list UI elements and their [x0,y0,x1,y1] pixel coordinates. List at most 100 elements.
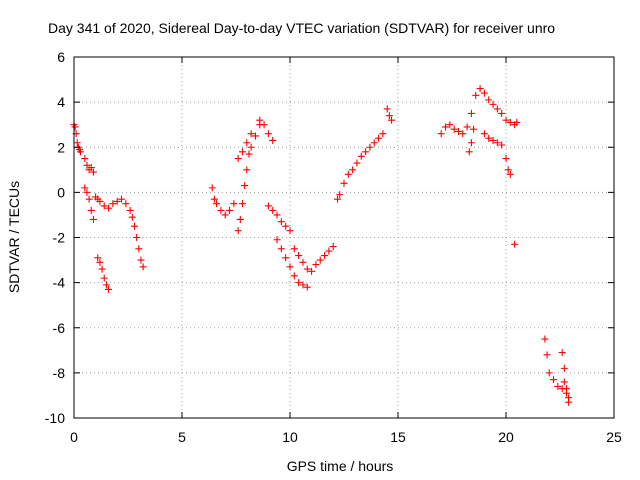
data-point [383,105,391,113]
data-point [316,256,324,264]
grid [74,57,614,418]
data-point [100,274,108,282]
data-points [70,85,573,406]
data-point [493,139,501,147]
data-point [269,206,277,214]
data-point [299,281,307,289]
data-point [446,121,454,129]
data-point [226,206,234,214]
data-point [463,123,471,131]
x-tick-label: 5 [178,429,186,445]
data-point [489,100,497,108]
data-point [465,148,473,156]
data-point [89,168,97,176]
data-point [264,130,272,138]
data-point [122,200,130,208]
data-point [137,256,145,264]
data-point [210,195,218,203]
data-point [238,148,246,156]
data-point [89,215,97,223]
data-point [344,170,352,178]
data-point [83,188,91,196]
data-point [543,351,551,359]
data-point [545,369,553,377]
data-point [450,125,458,133]
data-point [493,105,501,113]
data-point [217,206,225,214]
data-point [498,141,506,149]
data-point [264,202,272,210]
x-tick-label: 10 [282,429,298,445]
y-axis-label: SDTVAR / TECUs [6,181,22,293]
data-point [247,143,255,151]
data-point [502,116,510,124]
y-tick-label: 0 [57,184,65,200]
data-point [251,132,259,140]
data-point [349,166,357,174]
data-point [476,85,484,93]
data-point [139,263,147,271]
y-tick-label: -10 [45,410,65,426]
data-point [118,195,126,203]
x-tick-label: 20 [498,429,514,445]
data-point [109,200,117,208]
data-point [506,118,514,126]
data-point [133,234,141,241]
data-point [295,279,303,287]
data-point [513,118,521,126]
data-point [467,109,475,117]
data-point [295,252,303,260]
data-point [273,211,281,219]
data-point [312,261,320,269]
data-point [260,121,268,129]
data-point [558,349,566,357]
data-point [221,211,229,219]
x-tick-label: 0 [70,429,78,445]
data-point [87,164,95,172]
x-tick-label: 15 [390,429,406,445]
data-point [485,134,493,142]
data-point [442,123,450,131]
data-point [100,202,108,210]
data-point [238,200,246,208]
data-point [102,281,110,289]
data-point [325,247,333,255]
x-tick-label: 25 [606,429,622,445]
data-point [379,130,387,138]
data-point [243,139,251,147]
data-point [71,123,79,131]
data-point [385,112,393,120]
data-point [308,267,316,275]
data-point [357,152,365,160]
data-point [245,150,253,158]
data-point [113,197,121,205]
tick-labels: 0 5 10 15 20 25 -10 -8 -6 -4 -2 0 2 4 6 [45,49,622,445]
data-point [83,161,91,169]
data-point [541,335,549,343]
data-point [565,394,573,402]
data-point [234,155,242,163]
y-tick-label: -6 [53,320,66,336]
data-point [498,109,506,117]
data-point [329,243,337,251]
y-tick-label: 2 [57,139,65,155]
data-point [87,206,95,214]
data-point [277,218,285,226]
axis-ticks [73,56,615,419]
data-point [236,215,244,223]
data-point [502,155,510,163]
data-point [105,285,113,293]
data-point [273,236,281,244]
data-point [269,136,277,144]
data-point [485,96,493,104]
data-point [480,89,488,97]
data-point [73,139,81,147]
x-axis-label: GPS time / hours [287,458,394,474]
data-point [366,143,374,151]
y-tick-label: -4 [53,275,66,291]
data-point [105,204,113,212]
data-point [290,272,298,280]
data-point [135,245,143,253]
data-point [81,155,89,163]
